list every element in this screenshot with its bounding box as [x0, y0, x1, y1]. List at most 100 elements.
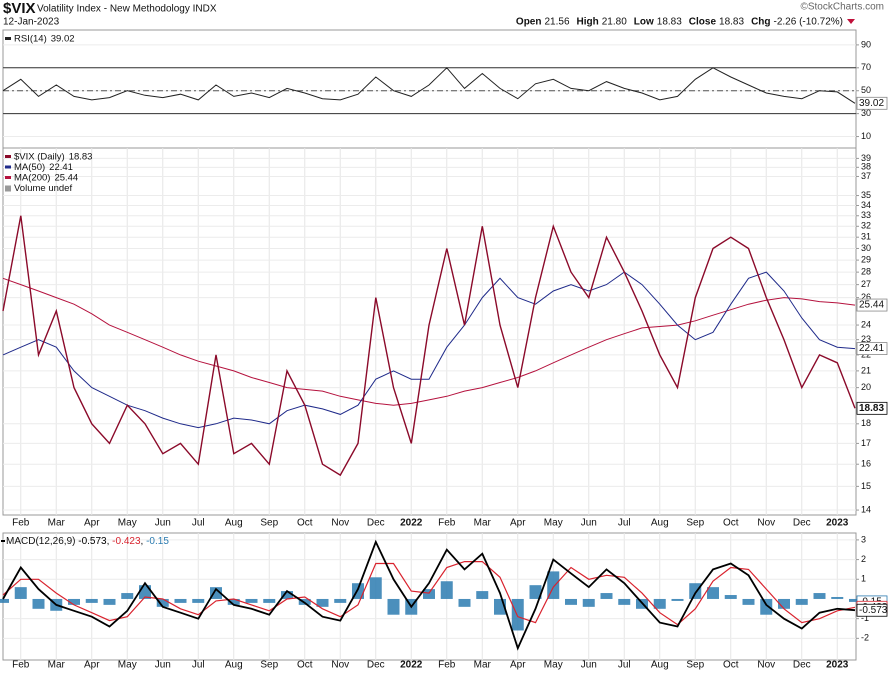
x-tick-label: Jun	[581, 518, 597, 529]
y-tick-label: 23	[861, 334, 871, 344]
last-value-label: 25.44	[859, 300, 884, 311]
histogram-bar	[529, 585, 542, 599]
y-tick-label: 50	[861, 85, 871, 95]
x-tick-label: Oct	[297, 518, 313, 529]
date: 12-Jan-2023	[3, 17, 60, 28]
histogram-bar	[210, 587, 222, 599]
x-tick-label: Apr	[510, 660, 526, 671]
last-value-label: 22.41	[859, 343, 884, 354]
ma-line	[2, 277, 856, 406]
x-tick-label: Aug	[225, 660, 243, 671]
last-value-tag: 39.02	[856, 96, 888, 110]
y-tick-label: 10	[861, 131, 871, 141]
x-tick-label: Nov	[331, 660, 349, 671]
histogram-bar	[849, 598, 861, 602]
price-line	[2, 215, 856, 477]
last-value-box	[856, 342, 888, 355]
histogram-bar	[263, 598, 276, 603]
y-tick-label: 35	[861, 190, 871, 200]
x-tick-label: Mar	[474, 660, 492, 671]
histogram-bar	[156, 598, 169, 607]
quote-value: 18.83	[657, 17, 682, 28]
legend-swatch	[5, 185, 11, 192]
x-tick-label: Oct	[723, 660, 739, 671]
x-tick-label: Feb	[12, 660, 30, 671]
x-tick-label: May	[118, 518, 137, 529]
histogram-bar	[707, 587, 719, 599]
x-tick-label: 2022	[400, 518, 423, 529]
x-tick-label: May	[544, 660, 563, 671]
x-tick-label: 2022	[400, 660, 423, 671]
last-value-tag: 22.41	[856, 342, 888, 355]
volume-legend: Volume undef	[14, 183, 72, 194]
x-tick-label: 2023	[826, 518, 849, 529]
x-tick-label: Sep	[260, 660, 278, 671]
histogram-bar	[565, 598, 577, 605]
last-value-label: 39.02	[859, 98, 884, 109]
histogram-bar	[85, 598, 98, 603]
histogram-bar	[32, 598, 45, 609]
histogram-bar	[174, 598, 187, 603]
y-tick-label: 39	[861, 153, 871, 163]
legend-swatch	[5, 155, 11, 158]
last-value-tag: -0.573	[856, 603, 888, 617]
last-value-box	[856, 401, 888, 415]
legend-value: 25.44	[54, 173, 78, 184]
last-value-tag: 25.44	[856, 298, 888, 312]
x-tick-label: Jul	[192, 660, 205, 671]
quote-value: 21.80	[602, 17, 627, 28]
last-value-label: 18.83	[859, 403, 884, 414]
quote-label: Low	[634, 17, 654, 28]
x-tick-label: Jun	[155, 660, 171, 671]
x-tick-label: Oct	[297, 660, 313, 671]
quote-label: Close	[689, 17, 717, 28]
x-tick-label: Aug	[651, 660, 669, 671]
x-tick-label: Nov	[757, 660, 775, 671]
x-tick-label: Jul	[192, 518, 205, 529]
x-tick-label: Dec	[793, 518, 811, 529]
histogram-bar	[671, 598, 684, 601]
x-tick-label: Apr	[510, 518, 526, 529]
histogram-bar	[245, 598, 258, 603]
histogram-bar	[689, 583, 702, 599]
histogram-bar	[600, 593, 613, 599]
histogram-bar	[742, 598, 755, 605]
x-tick-label: Jun	[581, 660, 597, 671]
y-tick-label: 20	[861, 382, 871, 392]
x-tick-label: Feb	[12, 518, 30, 529]
histogram-bar	[582, 598, 595, 607]
y-tick-label: 17	[861, 438, 871, 448]
histogram-bar	[14, 587, 27, 599]
histogram-bar	[458, 598, 471, 607]
signal-line	[2, 561, 856, 626]
y-tick-label: 2	[861, 554, 866, 564]
x-tick-label: Aug	[651, 518, 669, 529]
x-tick-label: Aug	[225, 518, 243, 529]
last-value-tag: 18.83	[856, 401, 888, 415]
y-tick-label: 26	[861, 292, 871, 302]
legend-value: -0.423	[112, 536, 141, 547]
panel-frame	[2, 532, 857, 661]
legend-name: MA(200)	[14, 173, 50, 184]
quote-value: 21.56	[544, 17, 569, 28]
last-value-box	[856, 96, 888, 110]
legend-name: MA(50)	[14, 162, 45, 173]
histogram-bar	[831, 596, 844, 599]
y-tick-label: 28	[861, 267, 871, 277]
histogram-bar	[387, 598, 400, 615]
histogram-bar	[192, 598, 205, 603]
legend-value: 18.83	[69, 152, 93, 163]
legend-value: MACD(12,26,9)	[6, 536, 75, 547]
histogram-bar	[423, 589, 435, 599]
legend-value: ,	[107, 536, 113, 547]
legend-value: ,	[141, 536, 147, 547]
credit: ©StockCharts.com	[800, 2, 884, 13]
histogram-bar	[511, 598, 524, 631]
x-tick-label: May	[118, 660, 137, 671]
x-tick-label: Mar	[474, 518, 492, 529]
x-tick-label: Mar	[48, 660, 66, 671]
histogram-bar	[795, 598, 808, 605]
x-tick-label: Mar	[48, 518, 66, 529]
x-tick-label: Jun	[155, 518, 171, 529]
